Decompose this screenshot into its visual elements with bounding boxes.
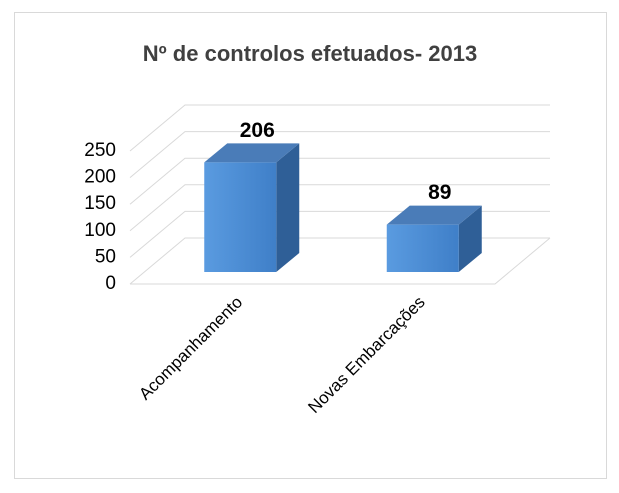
bar-top <box>204 143 300 163</box>
grid-line <box>129 131 550 178</box>
chart-border <box>14 12 607 479</box>
bar-top <box>386 205 482 225</box>
y-tick-label: 150 <box>84 193 116 214</box>
floor-edge <box>130 237 551 285</box>
grid-line <box>129 157 550 205</box>
bar-side <box>458 205 482 272</box>
chart-title: Nº de controlos efetuados- 2013 <box>143 41 477 66</box>
bar-side <box>276 143 300 272</box>
y-tick-label: 250 <box>84 140 116 161</box>
y-tick-label: 200 <box>84 167 116 188</box>
grid-line <box>129 184 550 232</box>
y-tick-label: 50 <box>95 246 116 267</box>
y-tick-label: 100 <box>84 220 116 241</box>
data-label: 206 <box>240 119 275 142</box>
grid-line <box>129 104 550 152</box>
y-tick-label: 0 <box>105 273 116 294</box>
bar <box>204 162 277 272</box>
bar <box>386 224 459 272</box>
data-label: 89 <box>428 181 451 204</box>
